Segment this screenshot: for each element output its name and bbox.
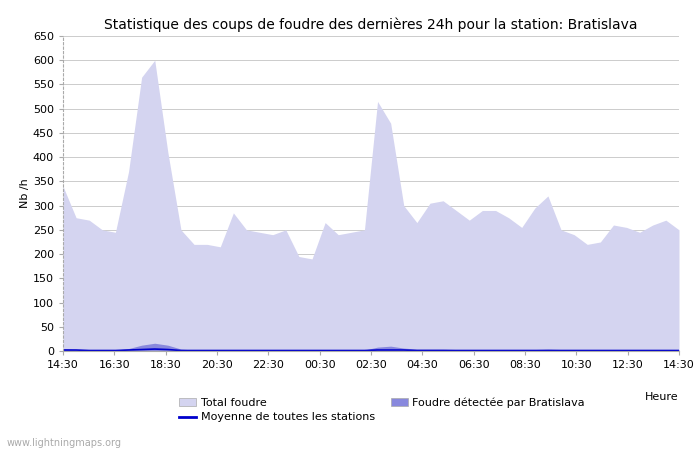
Legend: Total foudre, Moyenne de toutes les stations, Foudre détectée par Bratislava: Total foudre, Moyenne de toutes les stat… xyxy=(179,397,585,423)
Text: www.lightningmaps.org: www.lightningmaps.org xyxy=(7,438,122,448)
Title: Statistique des coups de foudre des dernières 24h pour la station: Bratislava: Statistique des coups de foudre des dern… xyxy=(104,18,638,32)
Y-axis label: Nb /h: Nb /h xyxy=(20,179,30,208)
Text: Heure: Heure xyxy=(645,392,679,402)
